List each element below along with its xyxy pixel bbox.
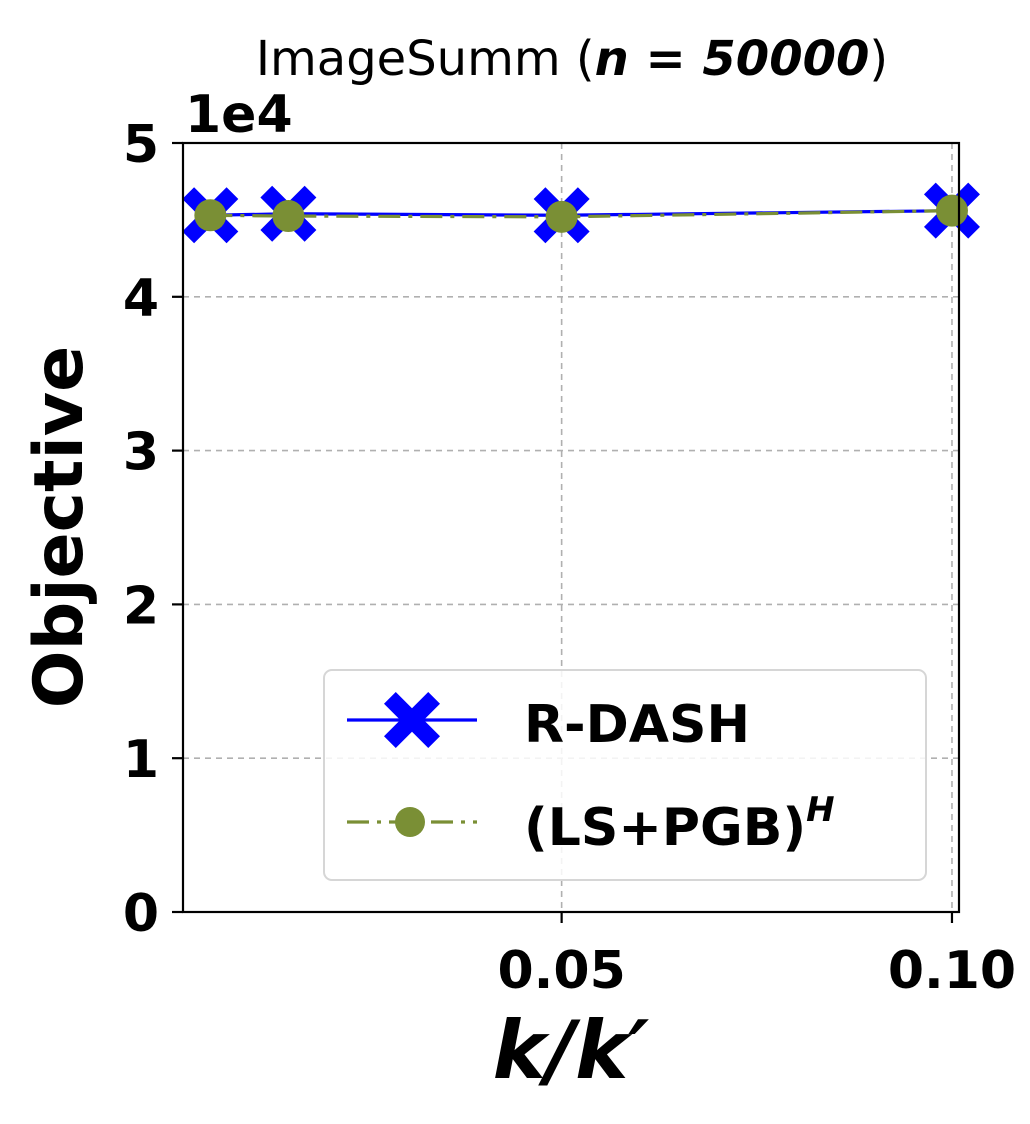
series-line-ls-pgb bbox=[210, 209, 952, 219]
chart-title-suffix: ) bbox=[869, 31, 888, 87]
data-point-ls-pgb bbox=[545, 200, 578, 233]
legend-label-ls-pgb: (LS+PGB)H bbox=[524, 790, 835, 858]
y-axis-label: Objective bbox=[20, 346, 99, 708]
y-tick-label: 4 bbox=[123, 269, 159, 329]
legend-label-ls-pgb-main: (LS+PGB) bbox=[524, 798, 806, 858]
series-layer bbox=[182, 182, 980, 244]
legend-label-ls-pgb-sup: H bbox=[806, 790, 834, 830]
x-tick-label: 0.05 bbox=[497, 941, 625, 1001]
chart-title-math: n = 50000 bbox=[595, 31, 870, 87]
x-axis-label: k/k′ bbox=[493, 1004, 650, 1097]
y-tick-label: 3 bbox=[123, 423, 159, 483]
legend-marker-ls-pgb bbox=[395, 807, 425, 837]
x-tick-label: 0.10 bbox=[888, 941, 1016, 1001]
y-tick-label: 5 bbox=[123, 115, 159, 175]
data-point-ls-pgb bbox=[272, 200, 305, 233]
legend-handles bbox=[347, 692, 477, 837]
y-tick-label: 0 bbox=[123, 884, 159, 944]
axis-ticks: 0 1 2 3 4 5 0.05 0.10 bbox=[123, 115, 1016, 1001]
data-point-ls-pgb bbox=[194, 199, 227, 232]
chart-title-prefix: ImageSumm ( bbox=[256, 31, 595, 87]
plot-frame bbox=[181, 141, 961, 914]
y-scale-offset-label: 1e4 bbox=[185, 85, 293, 145]
y-tick-label: 2 bbox=[123, 576, 159, 636]
legend: R-DASH (LS+PGB)H bbox=[323, 669, 927, 881]
legend-marker-r-dash bbox=[384, 692, 440, 748]
legend-box bbox=[323, 669, 927, 881]
data-point-ls-pgb bbox=[935, 194, 968, 227]
legend-label-r-dash: R-DASH bbox=[524, 695, 750, 755]
chart-title: ImageSumm (n = 50000) bbox=[256, 31, 888, 87]
y-tick-label: 1 bbox=[123, 730, 159, 790]
